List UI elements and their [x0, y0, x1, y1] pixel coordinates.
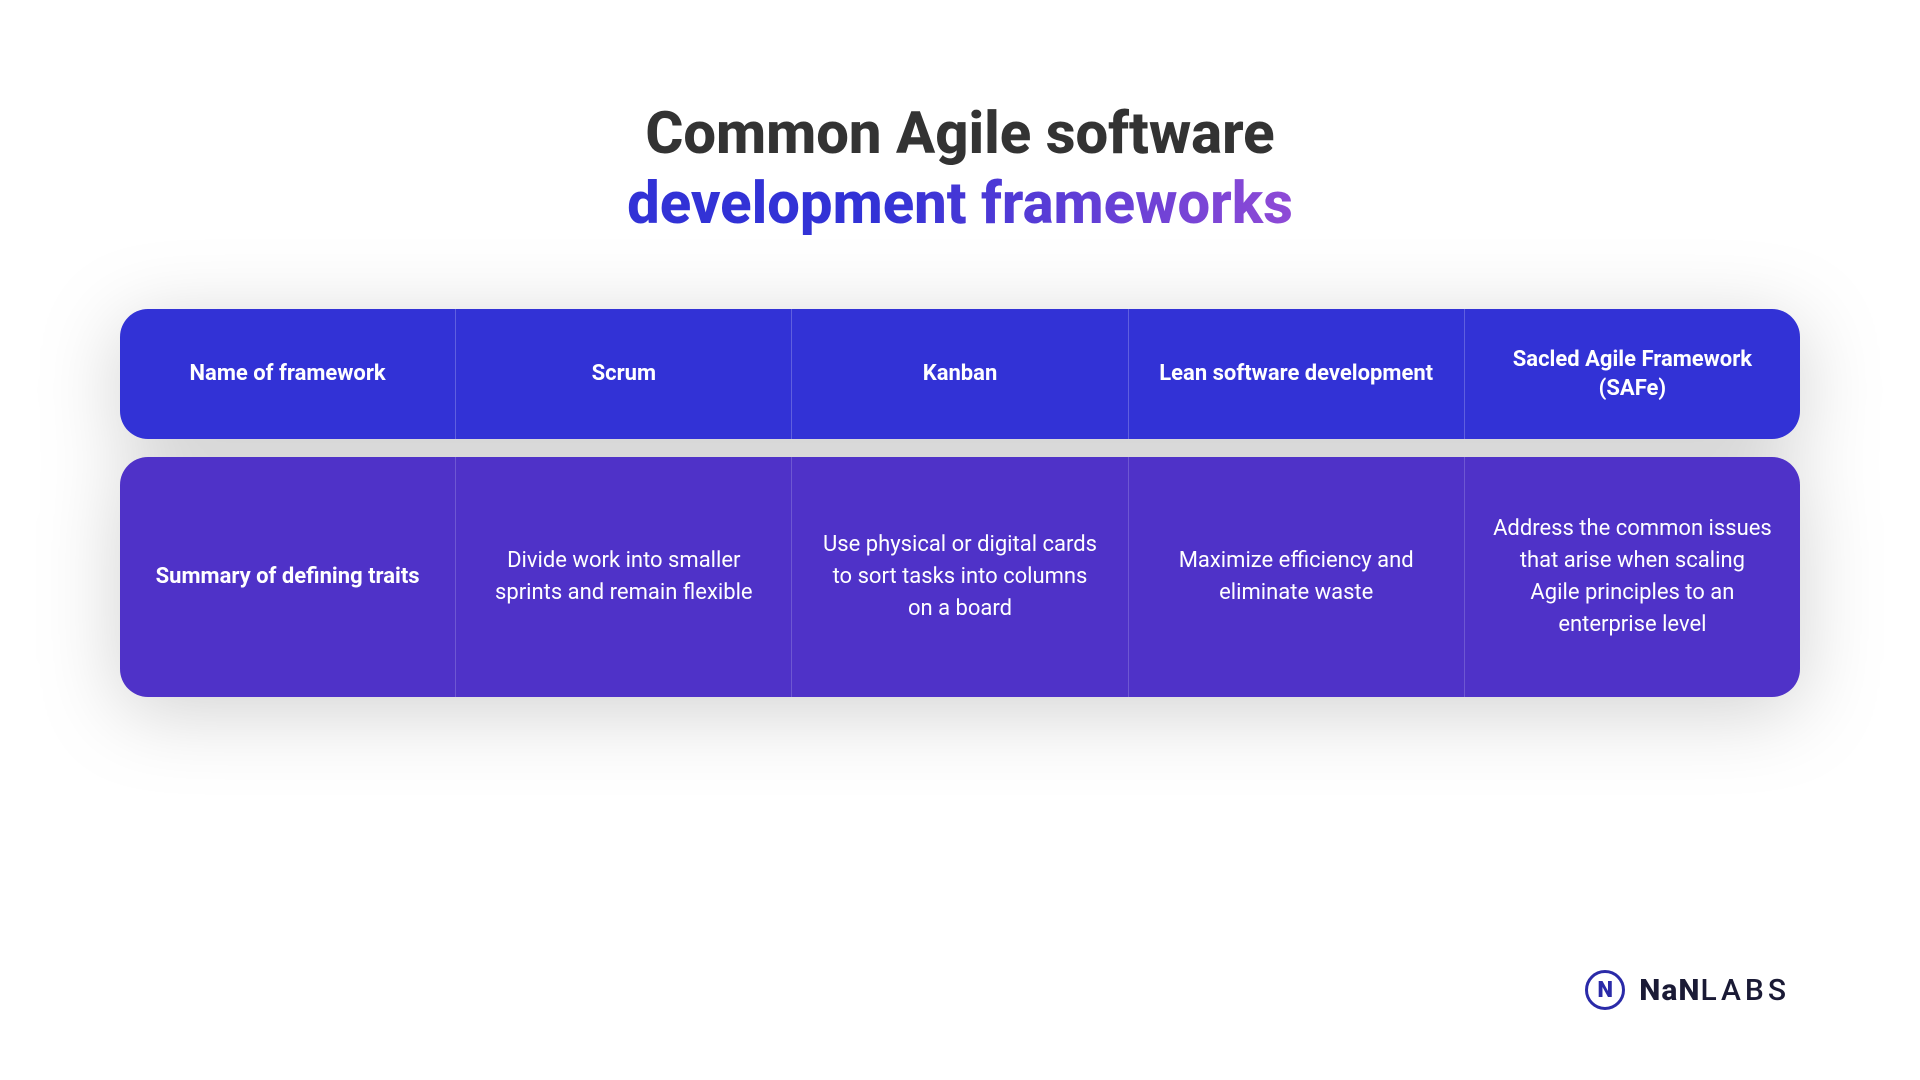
cell-lean: Maximize efficiency and eliminate waste	[1129, 457, 1465, 697]
logo-text-suffix: LABS	[1701, 973, 1790, 1008]
col-header-safe: Sacled Agile Framework (SAFe)	[1465, 309, 1800, 439]
cell-kanban: Use physical or digital cards to sort ta…	[792, 457, 1128, 697]
col-header-lean: Lean software development	[1129, 309, 1465, 439]
brand-logo: N NaNLABS	[1585, 970, 1790, 1010]
col-header-scrum: Scrum	[456, 309, 792, 439]
page: Common Agile software development framew…	[0, 0, 1920, 1080]
frameworks-table: Name of framework Scrum Kanban Lean soft…	[120, 309, 1800, 697]
cell-scrum: Divide work into smaller sprints and rem…	[456, 457, 792, 697]
title-line-2: development frameworks	[120, 170, 1800, 240]
row-label: Summary of defining traits	[120, 457, 456, 697]
title-line-1: Common Agile software	[120, 100, 1800, 170]
cell-safe: Address the common issues that arise whe…	[1465, 457, 1800, 697]
table-body-row: Summary of defining traits Divide work i…	[120, 457, 1800, 697]
table-header-row: Name of framework Scrum Kanban Lean soft…	[120, 309, 1800, 439]
page-title: Common Agile software development framew…	[120, 100, 1800, 239]
table-shadow-wrap: Name of framework Scrum Kanban Lean soft…	[120, 309, 1800, 697]
logo-mark-icon: N	[1585, 970, 1625, 1010]
logo-text: NaNLABS	[1639, 973, 1790, 1008]
col-header-name: Name of framework	[120, 309, 456, 439]
logo-mark-letter: N	[1598, 978, 1613, 1003]
col-header-kanban: Kanban	[792, 309, 1128, 439]
logo-text-prefix: NaN	[1639, 973, 1700, 1008]
